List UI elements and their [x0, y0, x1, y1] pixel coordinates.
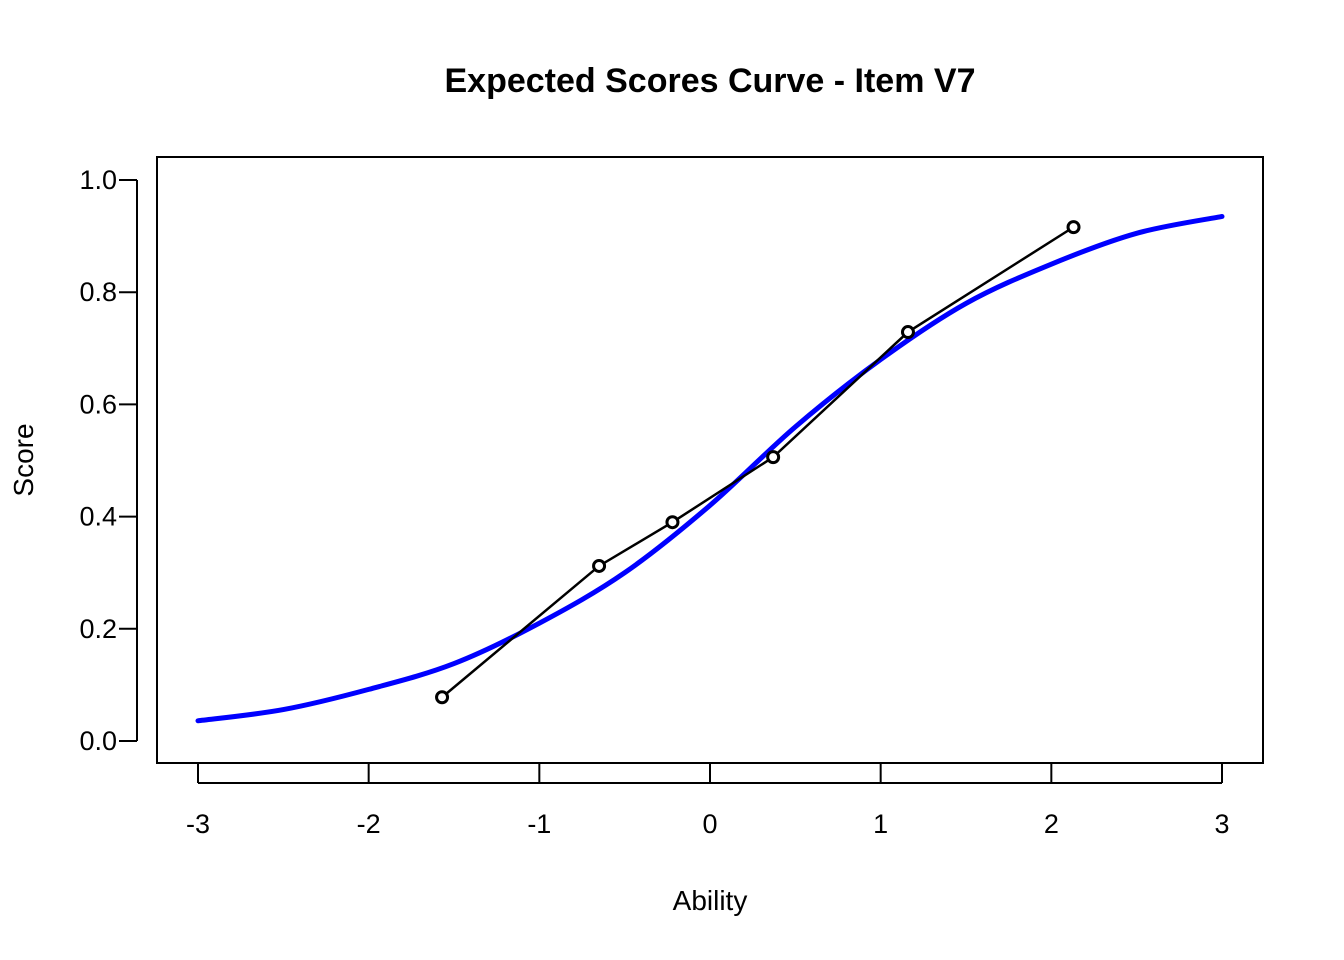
y-tick-label: 0.0 — [79, 726, 117, 756]
y-axis: 0.0 0.2 0.4 0.6 0.8 1.0 — [79, 165, 138, 756]
observed-point — [592, 558, 607, 573]
x-tick-label: 0 — [702, 809, 717, 839]
observed-point — [900, 325, 915, 340]
x-tick-label: -1 — [527, 809, 551, 839]
x-tick-label: 3 — [1214, 809, 1229, 839]
y-tick-label: 0.4 — [79, 502, 117, 532]
y-tick-label: 0.6 — [79, 389, 117, 419]
expected-score-curve — [195, 213, 1225, 724]
x-tick-label: -2 — [357, 809, 381, 839]
observed-point — [766, 450, 781, 465]
y-axis-label: Score — [8, 423, 39, 496]
y-tick-label: 1.0 — [79, 165, 117, 195]
chart-title: Expected Scores Curve - Item V7 — [444, 62, 975, 100]
observed-point — [1066, 220, 1081, 235]
series-layer — [195, 213, 1225, 724]
x-axis: -3 -2 -1 0 1 2 3 — [186, 763, 1230, 839]
x-tick-label: 2 — [1044, 809, 1059, 839]
y-tick-label: 0.2 — [79, 614, 117, 644]
observed-score-line — [441, 226, 1075, 699]
observed-point — [435, 690, 450, 705]
x-axis-label: Ability — [673, 885, 748, 916]
x-tick-label: 1 — [873, 809, 888, 839]
observed-point — [665, 515, 680, 530]
x-tick-label: -3 — [186, 809, 210, 839]
y-tick-label: 0.8 — [79, 277, 117, 307]
